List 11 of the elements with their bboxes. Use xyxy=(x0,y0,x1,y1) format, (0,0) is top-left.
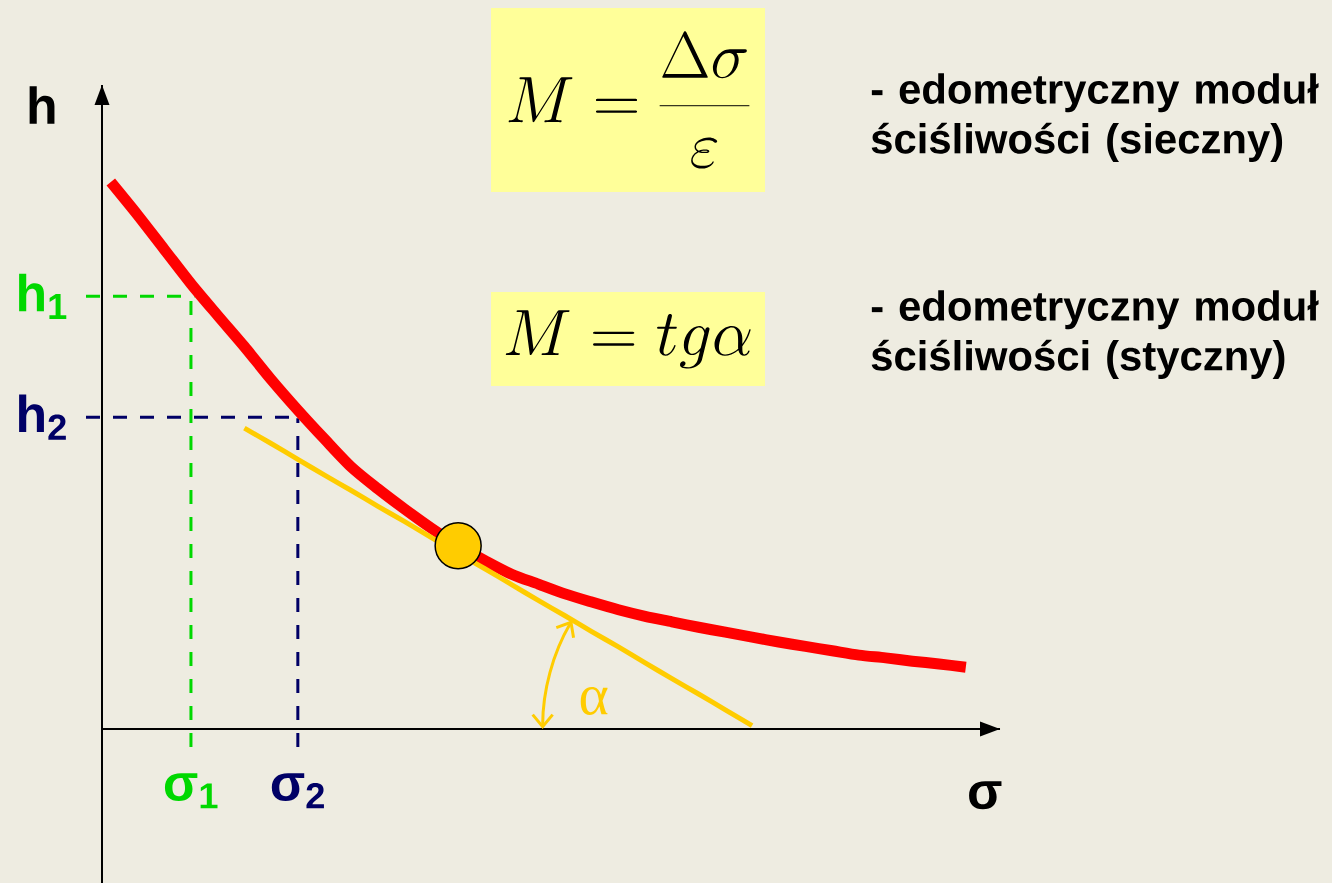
ref-line-label: h$_{2}$ xyxy=(19,394,66,440)
x-tick-label: σ$_{1}$ xyxy=(164,773,218,809)
annotation: - edometryczny moduł ściśliwości (styczny) xyxy=(871,290,1319,380)
y-axis-title: h xyxy=(29,86,55,124)
x-tick-label: σ$_{2}$ xyxy=(271,773,324,809)
x-axis-title: σ xyxy=(969,781,1002,810)
text: $M=\frac{\Delta\sigma}{\varepsilon}$ xyxy=(508,31,750,169)
annotation: $M=tg\alpha$ xyxy=(505,310,751,369)
annotation: α xyxy=(580,687,608,715)
ref-line-label: h$_{1}$ xyxy=(19,273,67,319)
text: - edometryczny moduł ściśliwości (sieczny) xyxy=(871,73,1319,163)
